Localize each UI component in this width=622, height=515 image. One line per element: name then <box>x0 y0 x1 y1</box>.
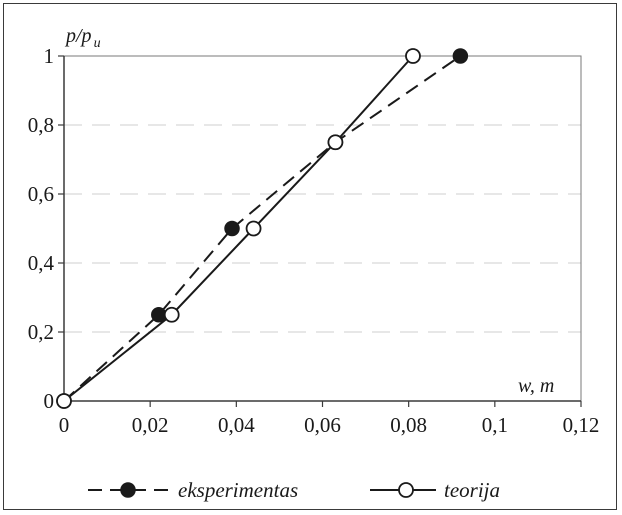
data-point-eksperimentas <box>452 48 469 64</box>
legend: eksperimentas teorija <box>88 478 500 502</box>
chart-frame <box>3 3 617 510</box>
y-tick-label: 0,2 <box>28 320 54 344</box>
data-point-teorija <box>405 48 421 64</box>
x-tick-label: 0,06 <box>304 413 341 437</box>
legend-marker-teorija <box>398 482 414 498</box>
legend-marker-eksperimentas <box>120 482 136 498</box>
y-axis-label: p/p u <box>64 25 101 51</box>
data-point-eksperimentas <box>151 307 167 323</box>
y-tick-label: 1 <box>44 44 55 68</box>
data-point-teorija <box>56 393 72 409</box>
data-point-teorija <box>245 220 262 237</box>
legend-label-teorija: teorija <box>444 478 500 502</box>
x-tick-label: 0,12 <box>563 413 600 437</box>
x-tick-label: 0,1 <box>482 413 508 437</box>
data-point-teorija <box>327 134 344 151</box>
x-tick-label: 0,08 <box>390 413 427 437</box>
series-group <box>56 48 469 409</box>
y-tick-label: 0,8 <box>28 113 54 137</box>
data-point-teorija <box>163 306 180 323</box>
x-tick-label: 0 <box>59 413 70 437</box>
y-ticks: 0 0,2 0,4 0,6 0,8 1 <box>28 44 64 413</box>
data-point-eksperimentas <box>224 220 240 237</box>
y-tick-label: 0,6 <box>28 182 54 206</box>
x-ticks: 0 0,02 0,04 0,06 0,08 0,1 0,12 <box>59 401 600 437</box>
x-tick-label: 0,02 <box>132 413 169 437</box>
y-tick-label: 0 <box>44 389 55 413</box>
legend-label-eksperimentas: eksperimentas <box>178 478 298 502</box>
x-axis-label: w, m <box>518 375 554 397</box>
series-line-eksperimentas <box>63 55 461 402</box>
plot-area <box>63 55 582 402</box>
y-tick-label: 0,4 <box>28 251 55 275</box>
x-tick-label: 0,04 <box>218 413 255 437</box>
